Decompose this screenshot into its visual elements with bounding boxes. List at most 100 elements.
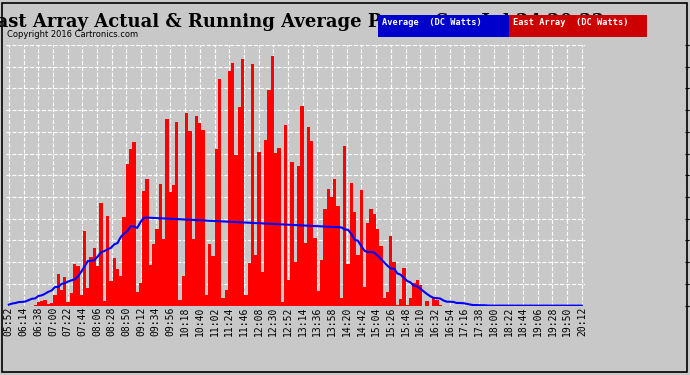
- Bar: [215, 149, 218, 306]
- Bar: [77, 266, 79, 306]
- Bar: [165, 119, 168, 306]
- Bar: [264, 140, 267, 306]
- Bar: [83, 231, 86, 306]
- Bar: [205, 295, 208, 306]
- Bar: [356, 255, 359, 306]
- Bar: [228, 71, 231, 306]
- Bar: [326, 189, 330, 306]
- Bar: [185, 112, 188, 306]
- Bar: [195, 116, 198, 306]
- Bar: [155, 229, 159, 306]
- Bar: [270, 56, 274, 306]
- Bar: [224, 290, 228, 306]
- Bar: [192, 239, 195, 306]
- Bar: [277, 148, 281, 306]
- Bar: [389, 236, 393, 306]
- Bar: [251, 64, 254, 306]
- Bar: [168, 192, 172, 306]
- Bar: [320, 260, 324, 306]
- Bar: [343, 146, 346, 306]
- Bar: [330, 197, 333, 306]
- Bar: [350, 183, 353, 306]
- Bar: [90, 257, 92, 306]
- Bar: [34, 305, 37, 306]
- Bar: [439, 305, 442, 306]
- Bar: [70, 294, 73, 306]
- Bar: [198, 123, 201, 306]
- Bar: [122, 217, 126, 306]
- Bar: [129, 149, 132, 306]
- Bar: [103, 301, 106, 306]
- Text: Average  (DC Watts): Average (DC Watts): [382, 18, 482, 27]
- Bar: [208, 244, 211, 306]
- Bar: [412, 282, 415, 306]
- Bar: [50, 303, 53, 306]
- Bar: [346, 264, 350, 306]
- Bar: [386, 292, 389, 306]
- Bar: [281, 302, 284, 306]
- Bar: [339, 298, 343, 306]
- Bar: [86, 288, 90, 306]
- Bar: [244, 295, 248, 306]
- Bar: [43, 300, 47, 306]
- Text: East Array  (DC Watts): East Array (DC Watts): [513, 18, 628, 27]
- Bar: [159, 184, 162, 306]
- Bar: [419, 285, 422, 306]
- Bar: [162, 239, 165, 306]
- Bar: [181, 276, 185, 306]
- Bar: [139, 283, 142, 306]
- Bar: [73, 264, 77, 306]
- Bar: [290, 162, 294, 306]
- Bar: [218, 80, 221, 306]
- Bar: [175, 122, 179, 306]
- Bar: [79, 295, 83, 306]
- Bar: [142, 190, 146, 306]
- Bar: [294, 262, 297, 306]
- Bar: [274, 153, 277, 306]
- Bar: [119, 276, 122, 306]
- Bar: [396, 305, 399, 306]
- Bar: [300, 106, 304, 306]
- Bar: [235, 155, 237, 306]
- Bar: [254, 255, 257, 306]
- Bar: [287, 280, 290, 306]
- Bar: [304, 243, 307, 306]
- Bar: [201, 130, 205, 306]
- Bar: [146, 179, 149, 306]
- Bar: [152, 244, 155, 306]
- Bar: [221, 298, 224, 306]
- Bar: [136, 292, 139, 306]
- Bar: [188, 131, 192, 306]
- Bar: [333, 179, 337, 306]
- Bar: [415, 280, 419, 306]
- Bar: [66, 302, 70, 306]
- Bar: [353, 212, 356, 306]
- Bar: [317, 291, 320, 306]
- Bar: [307, 127, 310, 306]
- Bar: [382, 298, 386, 306]
- Bar: [237, 108, 241, 306]
- Bar: [363, 287, 366, 306]
- Text: East Array Actual & Running Average Power Sun Jul 24 20:33: East Array Actual & Running Average Powe…: [0, 13, 604, 31]
- Bar: [310, 141, 313, 306]
- Bar: [37, 302, 40, 306]
- Bar: [297, 166, 300, 306]
- Bar: [257, 152, 261, 306]
- Bar: [231, 63, 235, 306]
- Text: Copyright 2016 Cartronics.com: Copyright 2016 Cartronics.com: [7, 30, 138, 39]
- Bar: [47, 304, 50, 306]
- Bar: [432, 297, 435, 306]
- Bar: [149, 265, 152, 306]
- Bar: [126, 164, 129, 306]
- Bar: [369, 209, 373, 306]
- Bar: [359, 190, 363, 306]
- Bar: [267, 90, 270, 306]
- Bar: [373, 214, 376, 306]
- Bar: [284, 125, 287, 306]
- Bar: [106, 216, 109, 306]
- Bar: [409, 298, 412, 306]
- Bar: [366, 224, 369, 306]
- Bar: [112, 258, 116, 306]
- Bar: [92, 248, 96, 306]
- Bar: [211, 256, 215, 306]
